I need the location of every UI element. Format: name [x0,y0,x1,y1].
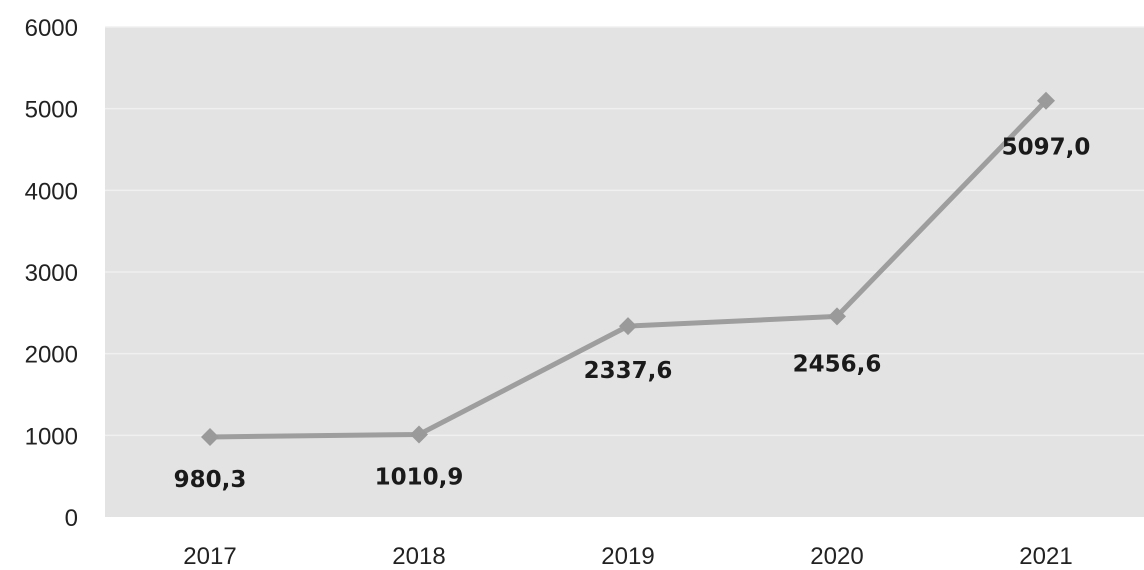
x-tick-label: 2018 [392,543,445,570]
x-axis: 2017 2018 2019 2020 2021 [183,543,1072,570]
y-tick-label: 5000 [25,97,78,124]
x-tick-label: 2017 [183,543,236,570]
data-label: 980,3 [174,467,247,493]
x-tick-label: 2019 [601,543,654,570]
data-label: 2337,6 [584,358,673,384]
y-tick-label: 0 [65,505,78,532]
x-tick-label: 2020 [810,543,863,570]
data-point-marker [410,425,428,444]
y-tick-label: 6000 [25,15,78,42]
data-point-marker [619,317,637,336]
y-axis: 0 1000 2000 3000 4000 5000 6000 [25,15,78,532]
y-tick-label: 4000 [25,178,78,205]
y-tick-label: 3000 [25,260,78,287]
y-tick-label: 1000 [25,423,78,450]
data-point-marker [201,427,219,446]
data-labels: 980,3 1010,9 2337,6 2456,6 5097,0 [174,135,1091,493]
data-point-marker [1037,91,1055,110]
y-tick-label: 2000 [25,342,78,369]
data-point-marker [828,307,846,326]
data-label: 2456,6 [793,351,882,377]
x-tick-label: 2021 [1019,543,1072,570]
data-label: 1010,9 [375,464,464,490]
data-markers [201,91,1055,446]
data-label: 5097,0 [1002,135,1091,161]
